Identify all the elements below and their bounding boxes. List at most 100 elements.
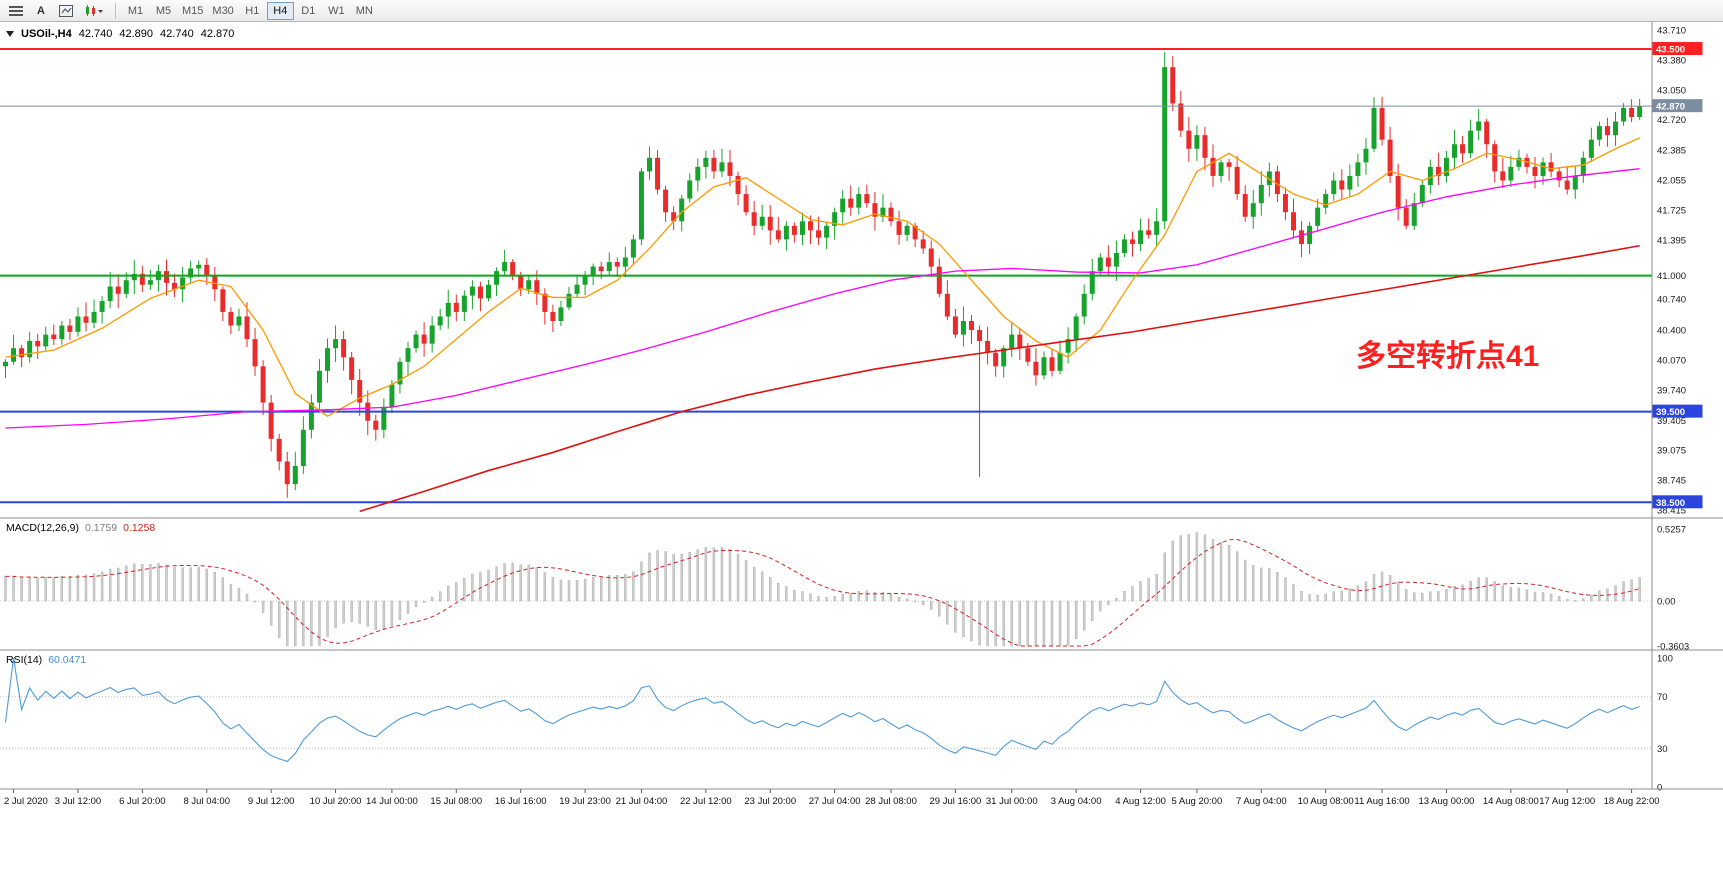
- svg-text:-0.3603: -0.3603: [1657, 642, 1689, 653]
- svg-text:39.740: 39.740: [1657, 385, 1686, 396]
- chart-canvas[interactable]: 43.710 43.380 43.050 42.720 42.385 42.055 41.7…: [0, 22, 1723, 892]
- svg-text:41.000: 41.000: [1657, 271, 1686, 282]
- chart-window: 43.710 43.380 43.050 42.720 42.385 42.055 41.7…: [0, 22, 1723, 892]
- svg-text:3 Jul 12:00: 3 Jul 12:00: [55, 796, 101, 807]
- svg-text:43.050: 43.050: [1657, 85, 1686, 96]
- toolbar: A M1 M5 M15 M30 H1 H4 D1 W1 MN: [0, 0, 1723, 22]
- svg-text:39.500: 39.500: [1656, 407, 1685, 418]
- svg-text:29 Jul 16:00: 29 Jul 16:00: [930, 796, 982, 807]
- svg-text:41.395: 41.395: [1657, 235, 1686, 246]
- macd-name: MACD(12,26,9): [6, 522, 79, 534]
- svg-text:27 Jul 04:00: 27 Jul 04:00: [809, 796, 861, 807]
- svg-text:10 Aug 08:00: 10 Aug 08:00: [1298, 796, 1354, 807]
- svg-text:11 Aug 16:00: 11 Aug 16:00: [1354, 796, 1409, 807]
- svg-text:13 Aug 00:00: 13 Aug 00:00: [1418, 796, 1474, 807]
- svg-text:40.740: 40.740: [1657, 295, 1686, 306]
- annotation-text-object[interactable]: 多空转折点41: [1356, 340, 1540, 373]
- rsi-line: [4, 657, 1640, 763]
- svg-text:42.870: 42.870: [1656, 102, 1685, 113]
- svg-text:22 Jul 12:00: 22 Jul 12:00: [680, 796, 732, 807]
- text-tool-label: A: [37, 4, 45, 17]
- svg-text:2 Jul 2020: 2 Jul 2020: [4, 796, 48, 807]
- svg-text:31 Jul 00:00: 31 Jul 00:00: [986, 796, 1038, 807]
- svg-text:18 Aug 22:00: 18 Aug 22:00: [1604, 796, 1660, 807]
- timeframe-button-h1[interactable]: H1: [239, 2, 266, 20]
- svg-text:39.405: 39.405: [1657, 416, 1686, 427]
- timeframe-button-m30[interactable]: M30: [208, 2, 237, 20]
- macd-panel[interactable]: [0, 532, 1652, 647]
- svg-text:40.070: 40.070: [1657, 355, 1686, 366]
- indicators-button[interactable]: [79, 2, 109, 20]
- macd-signal-value: 0.1258: [123, 522, 156, 534]
- svg-text:42.720: 42.720: [1657, 115, 1686, 126]
- main-price-panel[interactable]: [0, 48, 1652, 513]
- chart-shift-icon[interactable]: [54, 2, 78, 20]
- price-axis[interactable]: 43.710 43.380 43.050 42.720 42.385 42.055 41.7…: [1652, 26, 1703, 794]
- svg-text:43.500: 43.500: [1656, 45, 1685, 56]
- chart-low-value: 42.740: [160, 28, 194, 40]
- ma-slow-red: [359, 244, 1640, 513]
- macd-indicator-label: MACD(12,26,9) 0.1759 0.1258: [6, 522, 155, 534]
- svg-text:9 Jul 12:00: 9 Jul 12:00: [248, 796, 294, 807]
- text-tool-button[interactable]: A: [29, 2, 53, 20]
- rsi-indicator-label: RSI(14) 60.0471: [6, 654, 86, 666]
- svg-text:38.415: 38.415: [1657, 506, 1686, 517]
- ma-fast-orange: [5, 137, 1640, 417]
- time-axis[interactable]: 2 Jul 2020 3 Jul 12:00 6 Jul 20:00 8 Jul 04…: [4, 789, 1660, 807]
- svg-text:100: 100: [1657, 654, 1673, 665]
- svg-text:30: 30: [1657, 744, 1668, 755]
- indicators-icon: [86, 4, 95, 16]
- chart-high-value: 42.890: [119, 28, 154, 40]
- svg-text:17 Aug 12:00: 17 Aug 12:00: [1539, 796, 1595, 807]
- svg-text:42.055: 42.055: [1657, 176, 1686, 187]
- svg-text:0.5257: 0.5257: [1657, 524, 1686, 535]
- svg-text:38.745: 38.745: [1657, 476, 1686, 487]
- timeframe-button-m5[interactable]: M5: [150, 2, 177, 20]
- chart-close-value: 42.870: [200, 28, 235, 40]
- timeframe-button-mn[interactable]: MN: [351, 2, 378, 20]
- timeframe-buttons: M1 M5 M15 M30 H1 H4 D1 W1 MN: [122, 1, 378, 20]
- svg-text:14 Jul 00:00: 14 Jul 00:00: [366, 796, 418, 807]
- dropdown-caret-icon: [98, 9, 103, 13]
- svg-text:19 Jul 23:00: 19 Jul 23:00: [559, 796, 611, 807]
- timeframe-button-w1[interactable]: W1: [323, 2, 350, 20]
- macd-histogram: [4, 532, 1641, 647]
- chart-open-value: 42.740: [78, 28, 113, 40]
- svg-text:38.500: 38.500: [1656, 498, 1685, 509]
- svg-text:5 Aug 20:00: 5 Aug 20:00: [1172, 796, 1223, 807]
- chart-symbol-period: USOil-,H4: [21, 28, 72, 40]
- rsi-panel[interactable]: [0, 657, 1652, 763]
- timeframe-button-h4[interactable]: H4: [266, 1, 294, 20]
- timeframe-button-d1[interactable]: D1: [295, 2, 322, 20]
- objects-collapse-icon[interactable]: [6, 31, 14, 37]
- svg-text:14 Aug 08:00: 14 Aug 08:00: [1483, 796, 1539, 807]
- svg-text:8 Jul 04:00: 8 Jul 04:00: [184, 796, 230, 807]
- rsi-value: 60.0471: [48, 654, 87, 666]
- macd-main-value: 0.1759: [84, 522, 118, 534]
- svg-text:41.725: 41.725: [1657, 205, 1686, 216]
- svg-text:7 Aug 04:00: 7 Aug 04:00: [1236, 796, 1287, 807]
- chart-list-icon[interactable]: [4, 2, 28, 20]
- svg-text:15 Jul 08:00: 15 Jul 08:00: [430, 796, 482, 807]
- svg-text:23 Jul 20:00: 23 Jul 20:00: [744, 796, 796, 807]
- svg-text:10 Jul 20:00: 10 Jul 20:00: [310, 796, 362, 807]
- svg-text:43.380: 43.380: [1657, 55, 1686, 66]
- svg-text:28 Jul 08:00: 28 Jul 08:00: [865, 796, 917, 807]
- svg-text:3 Aug 04:00: 3 Aug 04:00: [1051, 796, 1102, 807]
- timeframe-button-m1[interactable]: M1: [122, 2, 149, 20]
- svg-text:0: 0: [1657, 783, 1662, 794]
- toolbar-divider: [115, 2, 116, 19]
- svg-text:40.400: 40.400: [1657, 326, 1686, 337]
- chart-title: USOil-,H4 42.740 42.890 42.740 42.870: [6, 28, 234, 40]
- timeframe-button-m15[interactable]: M15: [178, 2, 207, 20]
- svg-text:70: 70: [1657, 692, 1668, 703]
- macd-signal-line: [5, 539, 1640, 647]
- svg-text:21 Jul 04:00: 21 Jul 04:00: [616, 796, 668, 807]
- svg-text:6 Jul 20:00: 6 Jul 20:00: [119, 796, 165, 807]
- svg-text:42.385: 42.385: [1657, 146, 1686, 157]
- rsi-name: RSI(14): [6, 654, 43, 666]
- svg-text:43.710: 43.710: [1657, 26, 1686, 37]
- svg-text:0.00: 0.00: [1657, 597, 1676, 608]
- svg-text:39.075: 39.075: [1657, 446, 1686, 457]
- ma-mid-magenta: [5, 168, 1640, 429]
